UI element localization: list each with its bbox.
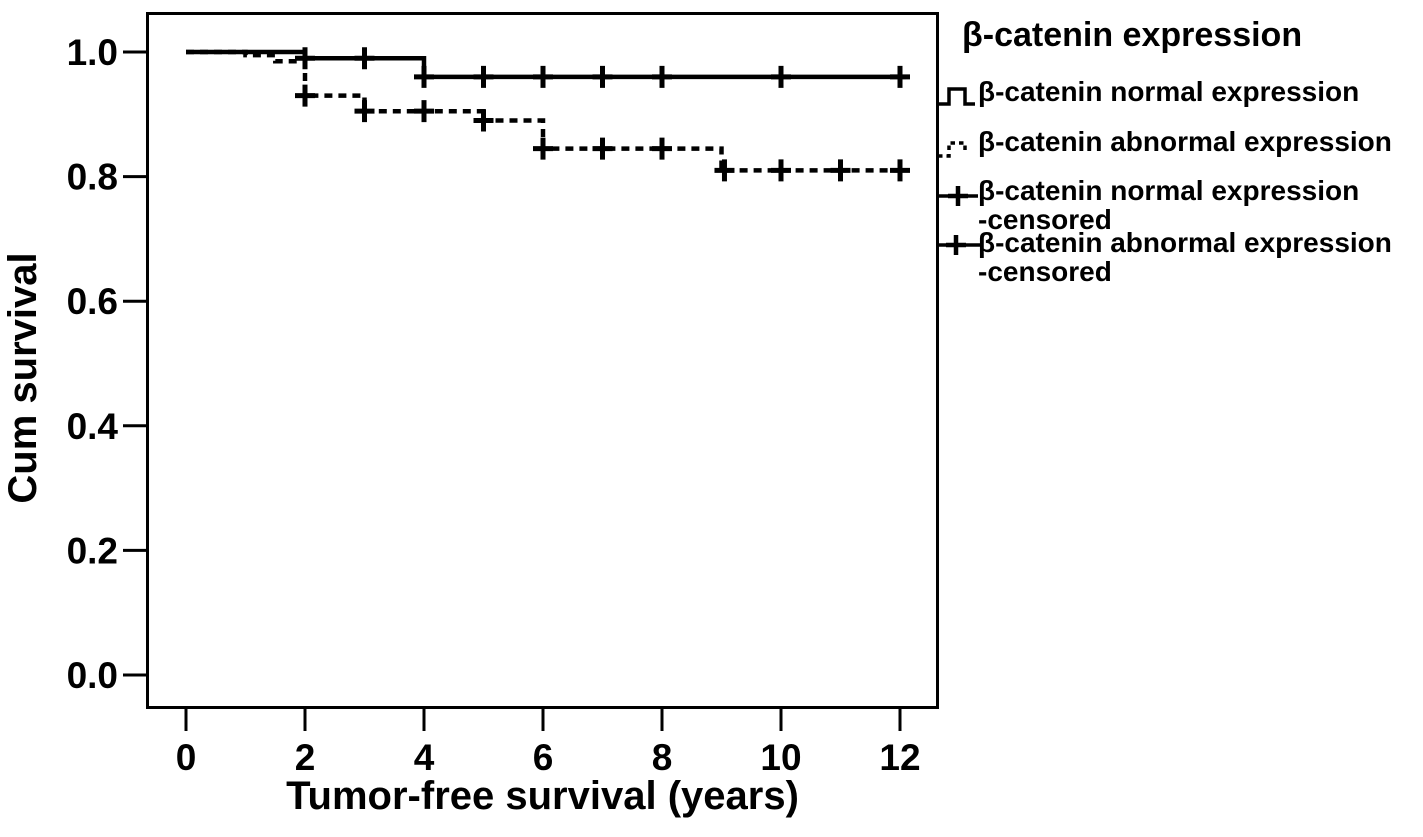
- censored-mark: [295, 84, 315, 107]
- censored-mark: [533, 65, 553, 88]
- x-tick-label: 2: [295, 737, 316, 778]
- censored-mark: [533, 137, 553, 160]
- censored-mark: [414, 100, 434, 123]
- censored-mark: [354, 47, 375, 70]
- censored-mark: [890, 159, 910, 182]
- censored-plus-icon: [938, 235, 983, 255]
- censored-mark: [652, 65, 672, 88]
- y-tick-label: 0.6: [67, 281, 118, 322]
- legend-item-label2: -censored: [978, 255, 1112, 287]
- legend-title: β-catenin expression: [962, 16, 1303, 54]
- censored-mark: [592, 65, 613, 88]
- censored-mark: [414, 65, 434, 88]
- legend-item-label: β-catenin normal expression: [978, 76, 1360, 107]
- x-tick-label: 6: [533, 737, 554, 778]
- y-tick-label: 0.8: [67, 157, 118, 198]
- y-axis-title: Cum survival: [1, 252, 45, 504]
- x-tick-label: 12: [879, 737, 920, 778]
- censored-mark: [592, 137, 613, 160]
- censored-plus-icon: [938, 186, 978, 206]
- censored-mark: [473, 109, 494, 132]
- censored-mark: [890, 65, 910, 88]
- y-tick-label: 0.0: [67, 655, 118, 696]
- censored-mark: [771, 159, 791, 182]
- legend: β-catenin expression β-catenin normal ex…: [938, 13, 1423, 313]
- x-tick-label: 4: [414, 737, 435, 778]
- x-tick-label: 0: [176, 737, 197, 778]
- legend-item-normal-censored: β-catenin normal expression -censored: [978, 175, 1360, 235]
- solid-survival-curve: [186, 49, 906, 80]
- censored-mark: [714, 159, 735, 182]
- y-tick-label: 0.4: [67, 406, 119, 447]
- x-axis-title: Tumor-free survival (years): [286, 774, 799, 818]
- y-tick-label: 0.2: [67, 530, 118, 571]
- censored-mark: [354, 100, 375, 123]
- plot-border: [146, 12, 939, 709]
- legend-item-label: β-catenin abnormal expression: [978, 227, 1392, 258]
- censored-mark: [652, 137, 672, 160]
- legend-item-label: β-catenin abnormal expression: [978, 126, 1392, 157]
- censored-mark: [771, 65, 791, 88]
- legend-item-abnormal-censored: β-catenin abnormal expression -censored: [978, 227, 1392, 287]
- legend-item-label: β-catenin normal expression: [978, 175, 1360, 206]
- y-tick-label: 1.0: [67, 32, 118, 73]
- solid-step-line-icon: [938, 87, 975, 106]
- legend-item-abnormal: β-catenin abnormal expression: [978, 126, 1392, 157]
- legend-item-normal: β-catenin normal expression: [978, 76, 1360, 107]
- legend-item-label2: -censored: [978, 203, 1112, 235]
- dashed-step-line-icon: [938, 141, 967, 158]
- x-tick-label: 10: [760, 737, 801, 778]
- censored-mark: [830, 159, 851, 182]
- x-tick-label: 8: [652, 737, 673, 778]
- censored-mark: [295, 47, 315, 70]
- censored-mark: [473, 65, 494, 88]
